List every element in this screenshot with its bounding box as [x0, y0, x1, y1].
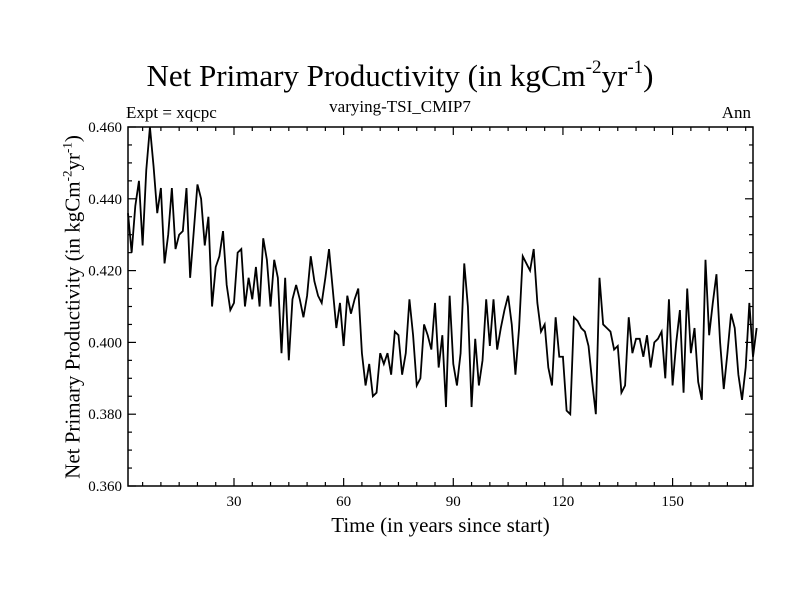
- series-line-0: [127, 126, 758, 417]
- y-tick-label: 0.400: [88, 335, 122, 351]
- y-tick-label: 0.440: [88, 192, 122, 208]
- x-tick-label: 60: [336, 494, 351, 510]
- y-tick-label: 0.460: [88, 120, 122, 136]
- chart-title: Net Primary Productivity (in kgCm-2yr-1): [146, 57, 654, 93]
- period-label: Ann: [721, 103, 751, 122]
- x-tick-label: 90: [446, 494, 461, 510]
- x-tick-label: 150: [661, 494, 684, 510]
- x-axis-label: Time (in years since start): [331, 513, 550, 537]
- plot-frame: [127, 126, 754, 487]
- plot-area: [127, 126, 758, 487]
- y-axis-label: Net Primary Productivity (in kgCm-2yr-1): [59, 135, 85, 479]
- x-tick-label: 30: [226, 494, 241, 510]
- y-tick-label: 0.420: [88, 264, 122, 280]
- chart-subtitle: varying-TSI_CMIP7: [329, 97, 471, 116]
- y-tick-label: 0.380: [88, 407, 122, 423]
- experiment-label: Expt = xqcpc: [126, 103, 217, 122]
- x-tick-label: 120: [552, 494, 575, 510]
- tick-labels: 0.360 0.380 0.400 0.420 0.440 0.460 30 60 90 120 1…: [88, 120, 684, 510]
- axis-ticks: [128, 126, 753, 487]
- y-tick-label: 0.360: [88, 479, 122, 495]
